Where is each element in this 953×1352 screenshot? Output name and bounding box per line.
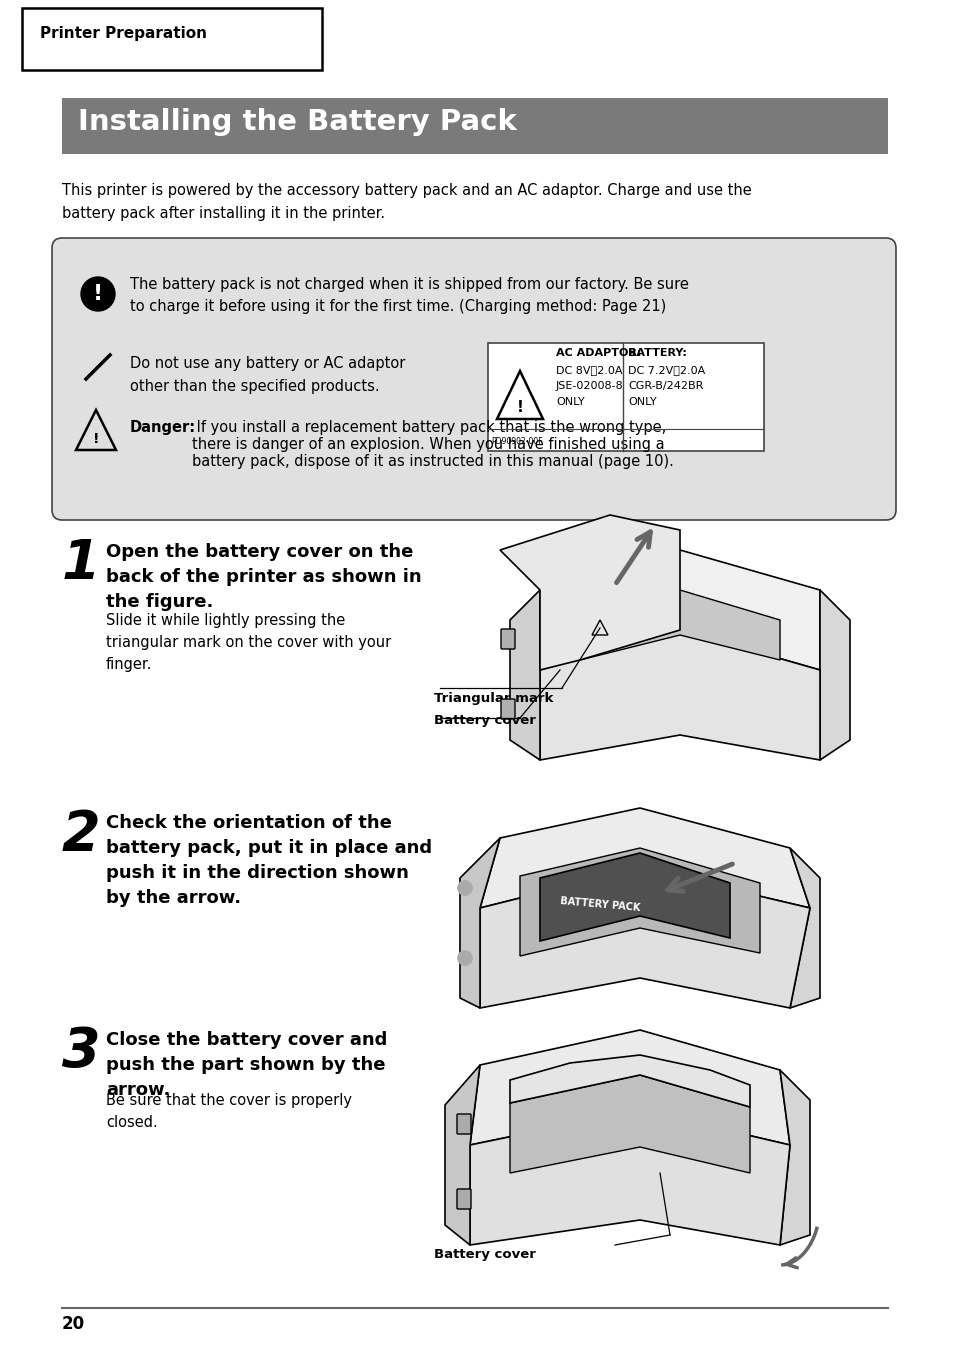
Text: Be sure that the cover is properly
closed.: Be sure that the cover is properly close…: [106, 1092, 352, 1130]
Polygon shape: [510, 1075, 749, 1174]
Text: Close the battery cover and
push the part shown by the
arrow.: Close the battery cover and push the par…: [106, 1032, 387, 1099]
Text: Printer Preparation: Printer Preparation: [40, 26, 207, 41]
Text: DC 7.2V⏜2.0A: DC 7.2V⏜2.0A: [627, 365, 704, 375]
Text: Triangular mark: Triangular mark: [434, 692, 553, 704]
Text: Open the battery cover on the
back of the printer as shown in
the figure.: Open the battery cover on the back of th…: [106, 544, 421, 611]
FancyBboxPatch shape: [52, 238, 895, 521]
Text: Check the orientation of the
battery pack, put it in place and
push it in the di: Check the orientation of the battery pac…: [106, 814, 432, 907]
Text: !: !: [92, 284, 103, 304]
FancyBboxPatch shape: [500, 699, 515, 719]
Polygon shape: [780, 1069, 809, 1245]
Text: If you install a replacement battery pack that is the wrong type,: If you install a replacement battery pac…: [192, 420, 665, 435]
Text: !: !: [516, 399, 523, 415]
Polygon shape: [479, 808, 809, 909]
Text: Battery cover: Battery cover: [434, 1248, 536, 1261]
Text: 2: 2: [62, 808, 100, 863]
Text: Installing the Battery Pack: Installing the Battery Pack: [78, 108, 517, 137]
FancyBboxPatch shape: [488, 343, 763, 452]
Text: The battery pack is not charged when it is shipped from our factory. Be sure
to : The battery pack is not charged when it …: [130, 277, 688, 314]
Circle shape: [81, 277, 115, 311]
Text: 20: 20: [62, 1315, 85, 1333]
Text: 1: 1: [62, 537, 100, 591]
FancyBboxPatch shape: [62, 97, 887, 154]
Text: PD90902-00F: PD90902-00F: [491, 437, 542, 446]
Text: Do not use any battery or AC adaptor
other than the specified products.: Do not use any battery or AC adaptor oth…: [130, 356, 405, 395]
Polygon shape: [820, 589, 849, 760]
Text: JSE-02008-8: JSE-02008-8: [556, 381, 623, 391]
Polygon shape: [499, 515, 679, 671]
Polygon shape: [539, 550, 820, 671]
Text: This printer is powered by the accessory battery pack and an AC adaptor. Charge : This printer is powered by the accessory…: [62, 183, 751, 220]
FancyBboxPatch shape: [500, 629, 515, 649]
FancyBboxPatch shape: [456, 1188, 471, 1209]
Polygon shape: [539, 853, 729, 941]
Polygon shape: [510, 589, 539, 760]
Text: AC ADAPTOR:: AC ADAPTOR:: [556, 347, 640, 358]
Text: ONLY: ONLY: [556, 397, 584, 407]
Polygon shape: [444, 1065, 479, 1245]
Polygon shape: [470, 1110, 789, 1245]
Text: Slide it while lightly pressing the
triangular mark on the cover with your
finge: Slide it while lightly pressing the tria…: [106, 612, 391, 672]
Circle shape: [457, 950, 472, 965]
Text: BATTERY PACK: BATTERY PACK: [559, 896, 639, 913]
Polygon shape: [539, 630, 820, 760]
Polygon shape: [789, 848, 820, 1009]
Polygon shape: [479, 868, 809, 1009]
Polygon shape: [459, 838, 499, 1009]
Polygon shape: [470, 1030, 789, 1145]
Text: DC 8V⏜2.0A: DC 8V⏜2.0A: [556, 365, 622, 375]
Circle shape: [457, 882, 472, 895]
Text: Danger:: Danger:: [130, 420, 196, 435]
Text: CGR-B/242BR: CGR-B/242BR: [627, 381, 702, 391]
Text: BATTERY:: BATTERY:: [627, 347, 686, 358]
Polygon shape: [579, 589, 780, 660]
Text: there is danger of an explosion. When you have finished using a: there is danger of an explosion. When yo…: [192, 437, 664, 452]
Text: 3: 3: [62, 1025, 100, 1079]
FancyBboxPatch shape: [22, 8, 322, 70]
Polygon shape: [510, 1055, 749, 1107]
Text: Battery cover: Battery cover: [434, 714, 536, 727]
Text: ONLY: ONLY: [627, 397, 656, 407]
FancyBboxPatch shape: [456, 1114, 471, 1134]
Text: battery pack, dispose of it as instructed in this manual (page 10).: battery pack, dispose of it as instructe…: [192, 454, 673, 469]
Polygon shape: [519, 848, 760, 956]
Text: !: !: [92, 433, 99, 446]
